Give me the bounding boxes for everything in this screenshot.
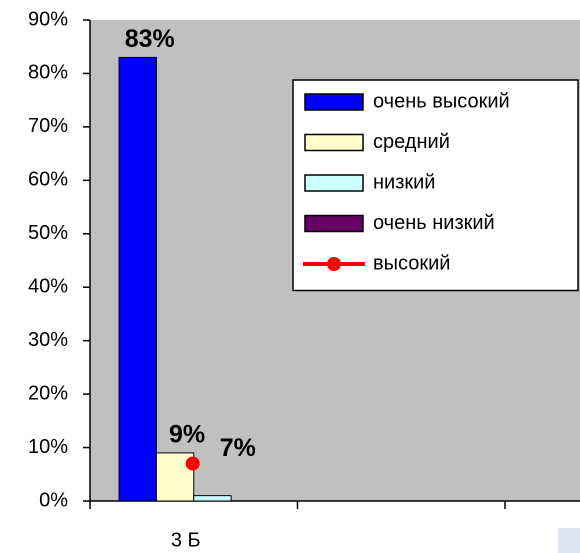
legend-label: средний	[373, 131, 450, 153]
legend-swatch	[304, 214, 364, 233]
y-tick-label: 60%	[28, 169, 68, 191]
bar	[118, 56, 157, 502]
legend-label: очень высокий	[373, 90, 510, 112]
legend-swatch	[304, 174, 364, 192]
y-tick-label: 40%	[28, 276, 68, 298]
y-tick-label: 90%	[28, 8, 68, 30]
y-tick-label: 30%	[28, 329, 68, 351]
legend-label: низкий	[373, 171, 435, 193]
legend-swatch	[304, 93, 364, 111]
y-tick-label: 50%	[28, 222, 68, 244]
y-tick-label: 70%	[28, 115, 68, 137]
data-label: 83%	[125, 25, 175, 53]
data-label: 9%	[169, 421, 205, 449]
line-marker	[185, 456, 200, 471]
legend-label: очень низкий	[373, 212, 495, 234]
y-tick-label: 20%	[28, 382, 68, 404]
legend-swatch	[304, 133, 364, 152]
bar	[193, 495, 232, 502]
data-label: 7%	[220, 434, 256, 462]
y-tick-label: 80%	[28, 62, 68, 84]
decoration	[558, 528, 580, 553]
legend-marker	[327, 257, 341, 271]
y-tick-label: 0%	[39, 489, 68, 511]
legend-label: высокий	[373, 252, 450, 274]
y-tick-label: 10%	[28, 436, 68, 458]
x-tick-label: 3 Б	[171, 529, 201, 551]
